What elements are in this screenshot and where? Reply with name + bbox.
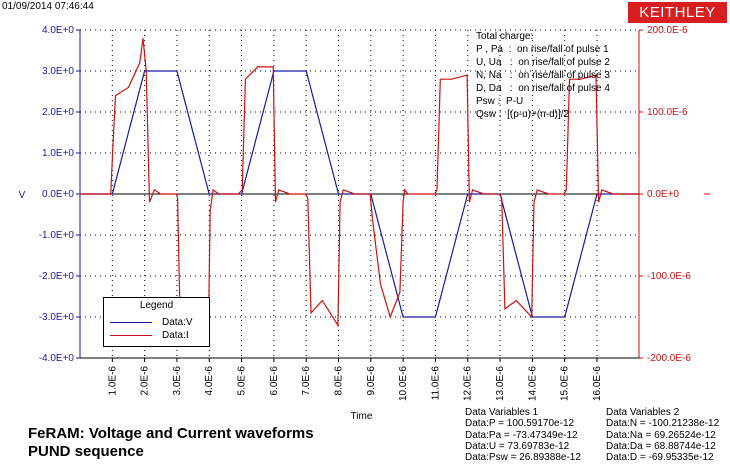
- right-tick-label: 200.0E-6: [647, 25, 688, 36]
- legend-label-voltage: Data:V: [162, 317, 193, 328]
- data-variable-da: Data:Da = 68.88744e-12: [606, 440, 716, 452]
- right-tick-label: -100.0E-6: [647, 271, 691, 282]
- right-tick-label: -200.0E-6: [647, 353, 691, 364]
- legend-label-current: Data:I: [162, 330, 189, 341]
- left-tick-label: 1.0E+0: [42, 148, 74, 159]
- legend-title: Legend: [139, 300, 174, 311]
- data-variable-p: Data:P = 100.59170e-12: [465, 418, 575, 430]
- x-tick-label: 9.0E-6: [366, 366, 377, 396]
- left-tick-label: 4.0E+0: [42, 25, 74, 36]
- note-line: Total charge:: [476, 31, 534, 42]
- data-variables-1-heading: Data Variables 1: [465, 407, 539, 418]
- x-tick-label: 4.0E-6: [204, 366, 215, 396]
- left-tick-label: 0.0E+0: [42, 189, 74, 200]
- x-tick-label: 16.0E-6: [592, 366, 603, 401]
- note-line: U, Ua : on rise/fall of pulse 2: [476, 57, 610, 68]
- x-axis-label: Time: [351, 411, 373, 422]
- keithley-logo: KEITHLEY: [628, 2, 727, 23]
- data-variable-psw: Data:Psw = 26.89388e-12: [465, 452, 581, 464]
- note-line: Psw : P-U: [476, 96, 524, 107]
- current-series-line: [80, 38, 639, 338]
- caption-line-2: PUND sequence: [28, 443, 144, 460]
- x-tick-label: 10.0E-6: [398, 366, 409, 401]
- x-tick-label: 13.0E-6: [495, 366, 506, 401]
- data-variable-pa: Data:Pa = -73.47349e-12: [465, 429, 578, 441]
- x-tick-label: 3.0E-6: [172, 366, 183, 396]
- data-variables-2-heading: Data Variables 2: [606, 407, 680, 418]
- x-tick-label: 12.0E-6: [463, 366, 474, 401]
- data-variable-n: Data:N = -100.21238e-12: [606, 418, 720, 430]
- left-tick-label: -4.0E+0: [39, 353, 75, 364]
- left-tick-label: 3.0E+0: [42, 66, 74, 77]
- x-tick-label: 15.0E-6: [560, 366, 571, 401]
- x-tick-label: 8.0E-6: [333, 366, 344, 396]
- legend: Legend Data:V Data:I: [103, 297, 210, 347]
- x-tick-label: 7.0E-6: [301, 366, 312, 396]
- note-line: Qsw : [(p-u)+(n-d)]/2: [476, 109, 570, 120]
- left-tick-label: 2.0E+0: [42, 107, 74, 118]
- x-tick-label: 6.0E-6: [269, 366, 280, 396]
- x-tick-label: 14.0E-6: [527, 366, 538, 401]
- timestamp: 01/09/2014 07:46:44: [2, 1, 94, 12]
- total-charge-note: Total charge: P , Pa : on rise/fall of pu…: [476, 30, 610, 121]
- right-tick-label: 100.0E-6: [647, 107, 688, 118]
- legend-swatch-current: [110, 335, 152, 336]
- data-variables-2: Data Variables 2 Data:N = -100.21238e-12…: [606, 407, 719, 463]
- legend-item-voltage: Data:V: [110, 317, 205, 329]
- x-tick-label: 1.0E-6: [107, 366, 118, 396]
- x-tick-label: 2.0E-6: [140, 366, 151, 396]
- right-tick-label: 0.0E+0: [647, 189, 679, 200]
- note-line: N, Na : on rise/fall of pulse 3: [476, 70, 610, 81]
- x-tick-label: 11.0E-6: [430, 366, 441, 401]
- data-variable-na: Data:Na = 69.26524e-12: [606, 429, 716, 441]
- chart-caption: FeRAM: Voltage and Current waveforms PUN…: [28, 425, 314, 461]
- left-tick-label: -1.0E+0: [39, 230, 75, 241]
- caption-line-1: FeRAM: Voltage and Current waveforms: [28, 425, 314, 442]
- left-tick-label: -3.0E+0: [39, 312, 75, 323]
- data-variable-u: Data:U = 73.69783e-12: [465, 440, 570, 452]
- data-variable-d: Data:D = -69.95335e-12: [606, 452, 714, 464]
- note-line: D, Da : on rise/fall of pulse 4: [476, 83, 610, 94]
- note-line: P , Pa : on rise/fall of pulse 1: [476, 44, 609, 55]
- left-axis-label: V: [19, 190, 26, 201]
- legend-item-current: Data:I: [110, 330, 205, 342]
- left-tick-label: -2.0E+0: [39, 271, 75, 282]
- legend-swatch-voltage: [110, 322, 152, 323]
- x-tick-label: 5.0E-6: [237, 366, 248, 396]
- data-variables-1: Data Variables 1 Data:P = 100.59170e-12 …: [465, 407, 581, 463]
